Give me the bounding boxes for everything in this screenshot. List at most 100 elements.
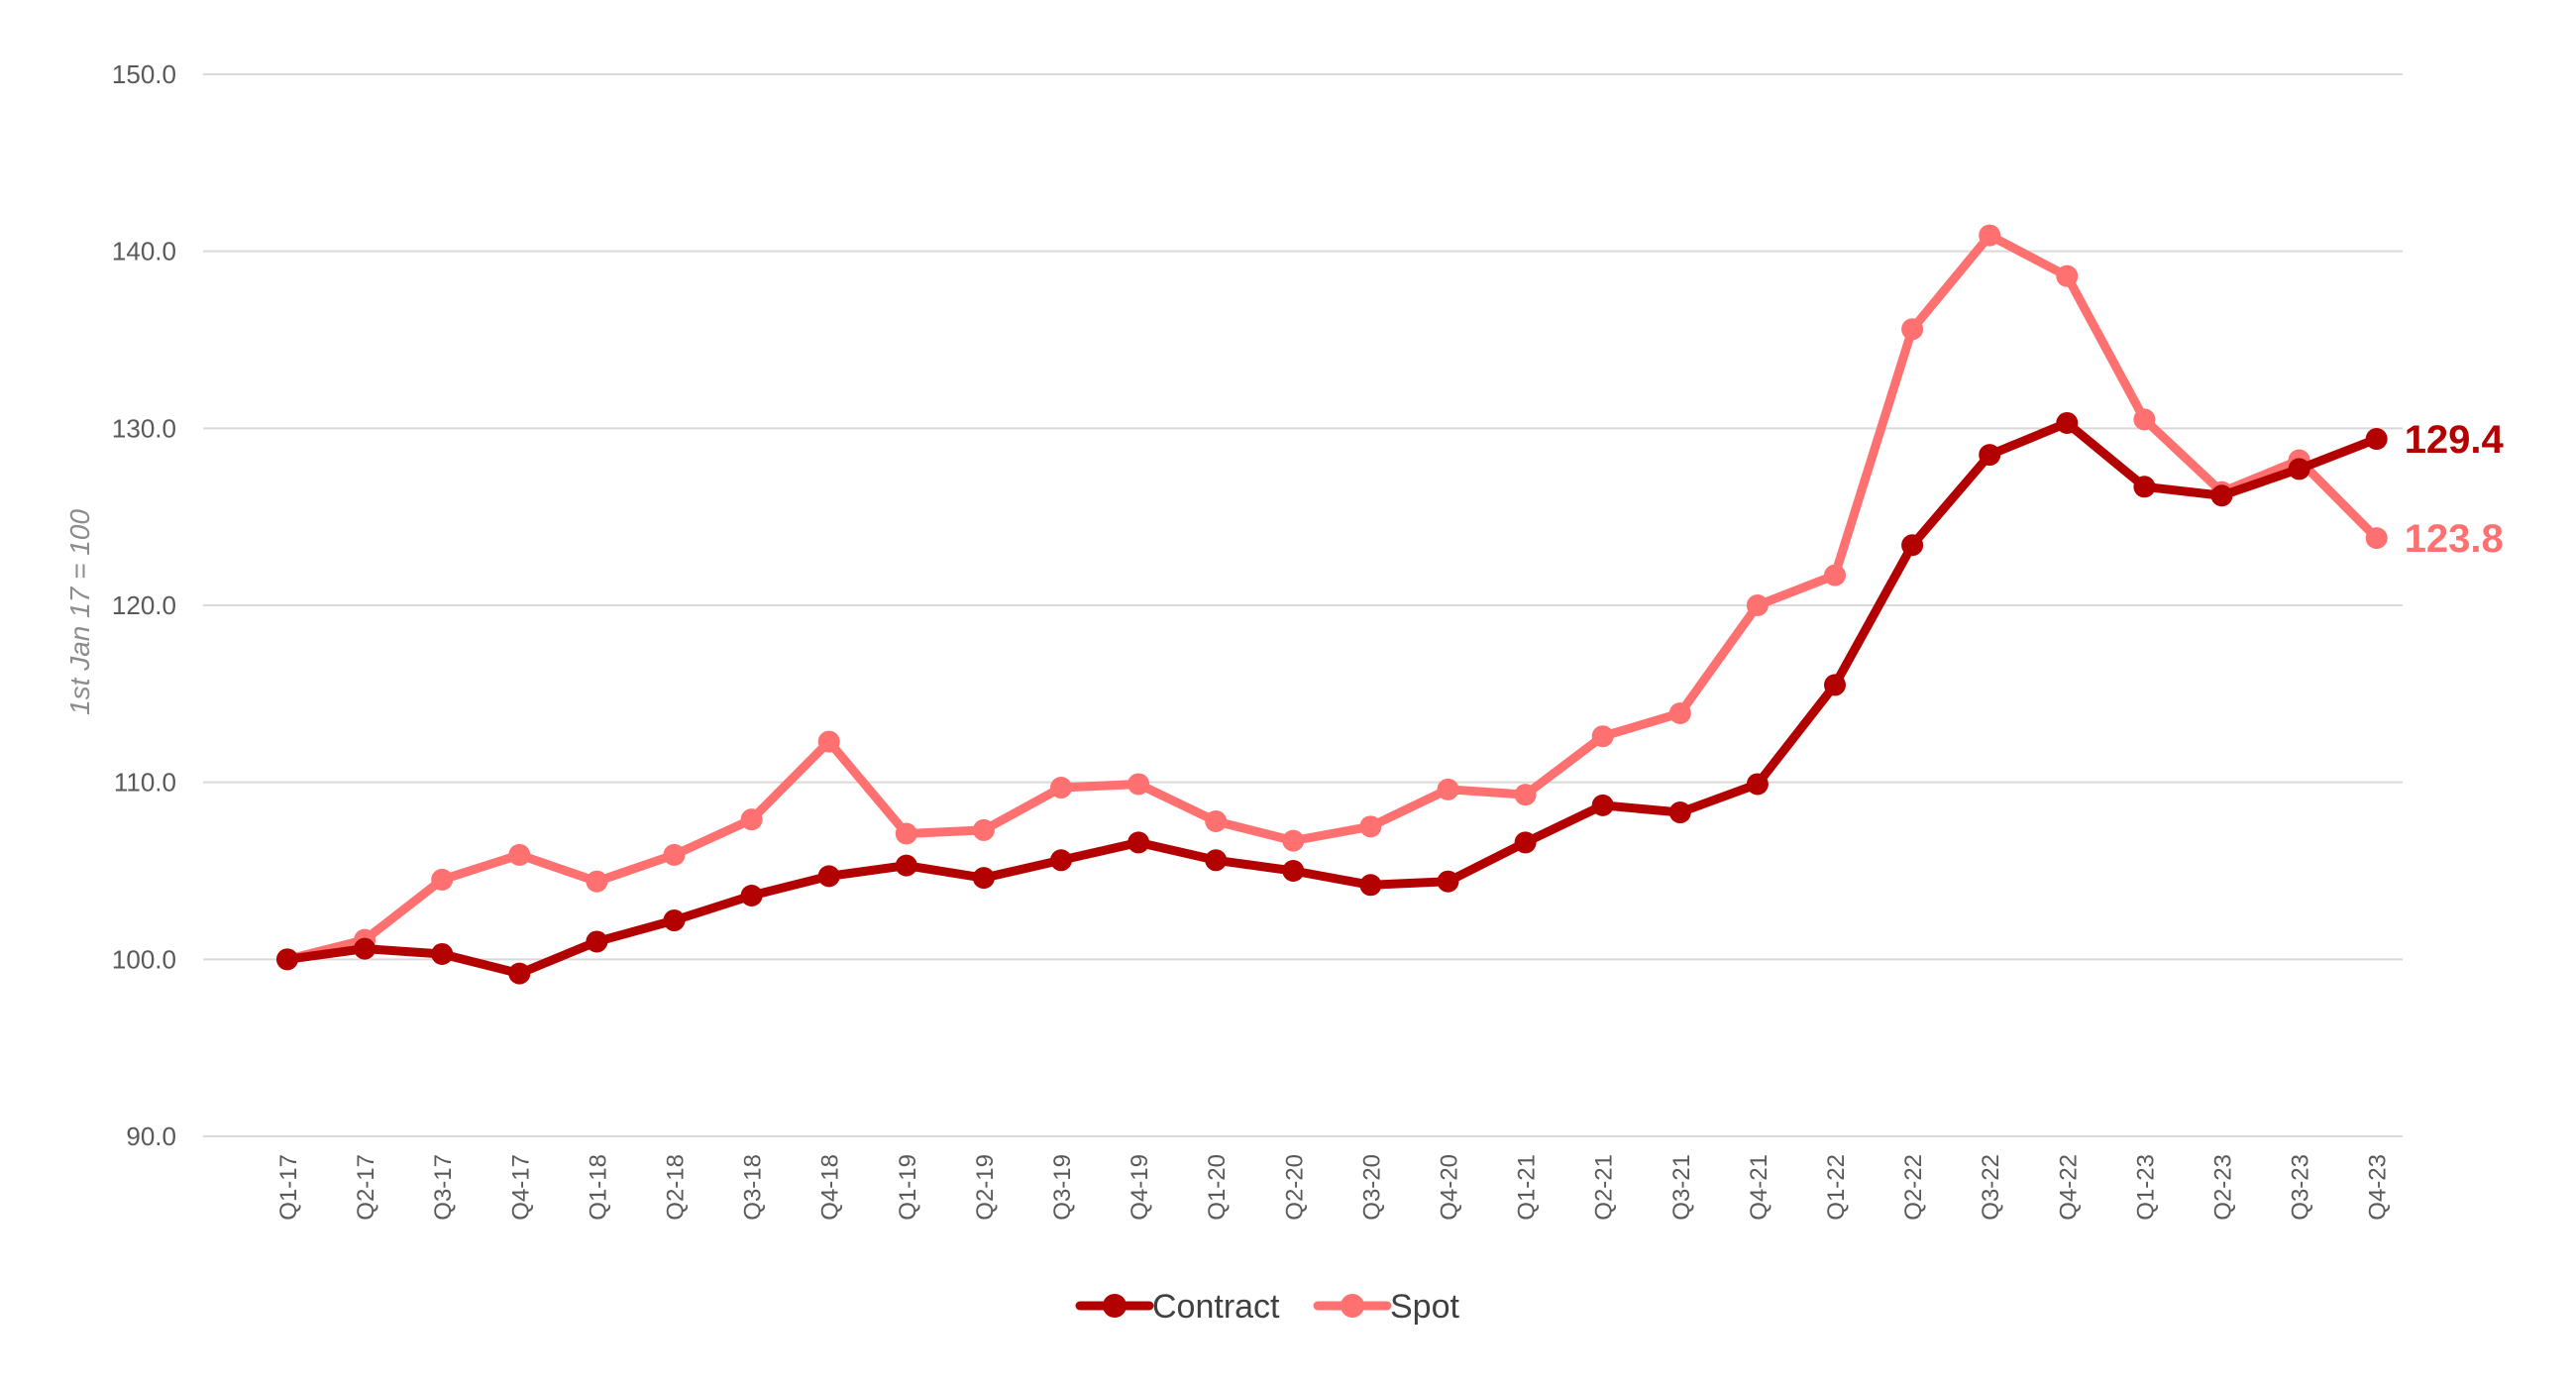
x-tick-label: Q2-20	[1281, 1154, 1308, 1221]
y-tick-label: 140.0	[112, 237, 176, 266]
data-point-contract	[1824, 674, 1846, 696]
data-point-contract	[1591, 794, 1614, 816]
data-point-spot	[508, 843, 531, 866]
data-point-contract	[1282, 860, 1305, 882]
data-point-contract	[1205, 849, 1228, 872]
data-point-contract	[2133, 476, 2156, 498]
data-point-spot	[431, 868, 454, 891]
data-point-spot	[1127, 773, 1150, 796]
data-point-spot	[817, 730, 840, 753]
data-point-spot	[2133, 408, 2156, 431]
x-tick-label: Q3-21	[1668, 1154, 1695, 1221]
end-labels: 129.4 123.8	[2405, 418, 2505, 561]
legend-swatch-marker	[1103, 1294, 1127, 1318]
data-point-contract	[1127, 831, 1150, 854]
data-point-spot	[740, 808, 763, 831]
data-point-contract	[1437, 870, 1459, 893]
legend-label: Spot	[1390, 1288, 1459, 1326]
data-point-contract	[2210, 484, 2233, 507]
x-tick-label: Q1-20	[1204, 1154, 1231, 1221]
data-point-contract	[354, 937, 376, 960]
legend-label: Contract	[1152, 1288, 1280, 1326]
data-point-contract	[895, 854, 917, 877]
x-tick-label: Q3-23	[2288, 1154, 2314, 1221]
data-point-contract	[1668, 801, 1691, 824]
y-axis-ticks: 90.0 100.0 110.0 120.0 130.0 140.0 150.0	[112, 59, 176, 1151]
x-tick-label: Q1-21	[1514, 1154, 1541, 1221]
data-point-contract	[2056, 411, 2079, 434]
x-tick-label: Q4-22	[2055, 1154, 2082, 1221]
end-label-spot: 123.8	[2405, 517, 2504, 561]
x-tick-label: Q2-22	[1900, 1154, 1927, 1221]
x-tick-label: Q4-19	[1127, 1154, 1153, 1221]
series-spot	[276, 224, 2388, 971]
x-tick-label: Q3-19	[1049, 1154, 1076, 1221]
data-point-spot	[972, 818, 995, 841]
data-point-contract	[663, 909, 686, 932]
legend-item-contract: Contract	[1075, 1288, 1280, 1326]
data-point-spot	[1668, 701, 1691, 724]
x-tick-label: Q2-19	[972, 1154, 999, 1221]
data-point-contract	[817, 865, 840, 888]
data-point-contract	[586, 930, 608, 953]
data-point-contract	[508, 962, 531, 985]
data-point-contract	[2365, 428, 2388, 451]
data-point-spot	[1824, 564, 1846, 586]
data-point-contract	[431, 942, 454, 965]
data-point-spot	[1359, 815, 1382, 838]
data-point-spot	[1437, 778, 1459, 800]
x-tick-label: Q3-22	[1978, 1154, 2004, 1221]
data-point-contract	[1746, 773, 1769, 796]
x-tick-label: Q1-22	[1823, 1154, 1850, 1221]
data-point-contract	[1514, 831, 1537, 854]
series-contract	[276, 411, 2388, 985]
data-point-contract	[2288, 458, 2310, 480]
y-tick-label: 90.0	[126, 1121, 176, 1151]
series-line-spot	[282, 231, 2382, 964]
series-layer	[276, 224, 2388, 985]
x-tick-label: Q3-18	[740, 1154, 767, 1221]
gridlines	[203, 73, 2403, 1137]
data-point-spot	[1979, 224, 2001, 247]
data-point-contract	[276, 948, 298, 971]
data-point-contract	[740, 885, 763, 907]
x-tick-label: Q1-23	[2132, 1154, 2159, 1221]
series-line-contract	[282, 418, 2382, 979]
x-axis-ticks: Q1-17 Q2-17 Q3-17 Q4-17 Q1-18 Q2-18 Q3-18 Q4-18…	[275, 1154, 2392, 1221]
y-tick-label: 120.0	[112, 590, 176, 620]
legend: Contract Spot	[1075, 1288, 1459, 1326]
y-tick-label: 110.0	[114, 768, 176, 798]
data-point-spot	[895, 822, 917, 845]
x-tick-label: Q1-19	[895, 1154, 921, 1221]
x-tick-label: Q4-17	[507, 1154, 534, 1221]
x-tick-label: Q4-21	[1746, 1154, 1772, 1221]
data-point-spot	[663, 843, 686, 866]
data-point-spot	[2056, 265, 2079, 287]
y-tick-label: 130.0	[112, 413, 176, 443]
end-label-contract: 129.4	[2405, 418, 2505, 462]
data-point-spot	[1901, 318, 1924, 341]
x-tick-label: Q4-20	[1437, 1154, 1463, 1221]
x-tick-label: Q2-18	[663, 1154, 690, 1221]
data-point-spot	[1205, 809, 1228, 832]
x-tick-label: Q2-23	[2210, 1154, 2237, 1221]
data-point-spot	[1050, 777, 1072, 799]
x-tick-label: Q4-18	[817, 1154, 844, 1221]
data-point-contract	[1901, 534, 1924, 557]
data-point-spot	[1282, 829, 1305, 852]
x-tick-label: Q2-21	[1591, 1154, 1618, 1221]
legend-swatch-marker	[1341, 1294, 1364, 1318]
x-tick-label: Q1-17	[275, 1154, 302, 1221]
x-tick-label: Q3-17	[430, 1154, 457, 1221]
data-point-spot	[2365, 527, 2388, 550]
data-point-contract	[1979, 444, 2001, 467]
data-point-spot	[1591, 725, 1614, 748]
data-point-spot	[1514, 784, 1537, 806]
data-point-contract	[1359, 874, 1382, 897]
x-tick-label: Q1-18	[585, 1154, 611, 1221]
x-tick-label: Q3-20	[1358, 1154, 1385, 1221]
data-point-contract	[1050, 849, 1072, 872]
y-axis-label: 1st Jan 17 = 100	[64, 509, 95, 715]
